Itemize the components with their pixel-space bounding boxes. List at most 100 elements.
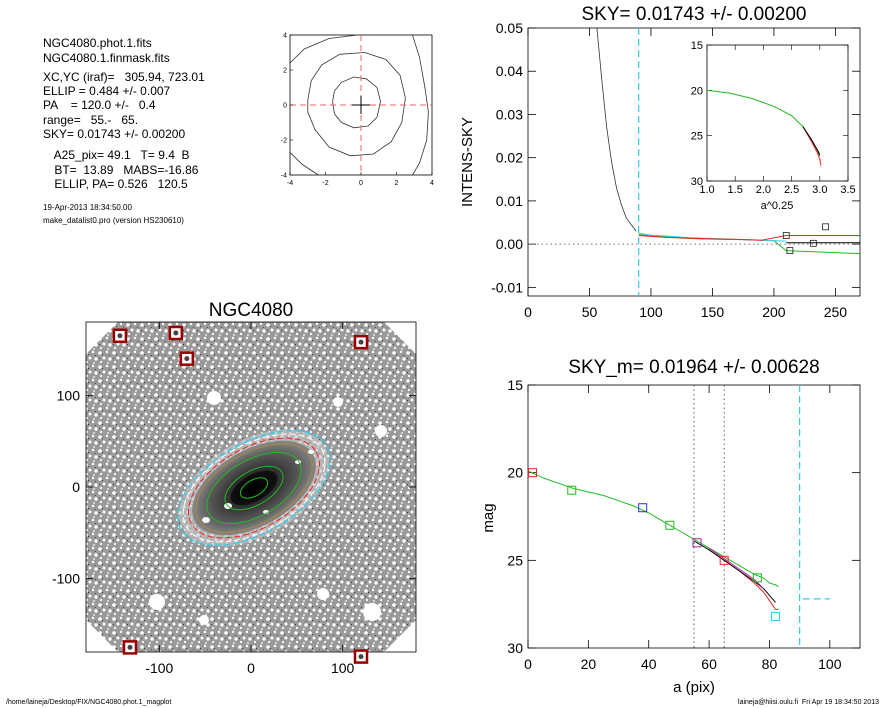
- sky-plot-content: -0.01 0.00 0.01 0.02 0.03 0.04 0.05 0 50 100 150 20…: [491, 20, 861, 320]
- image-title: NGC4080: [209, 300, 294, 321]
- isophote-ellipse-5: [188, 437, 320, 539]
- mag-plot-content: 15 20 25 300 20 40 60 80 100: [507, 377, 860, 672]
- sky-intensity-profile: [596, 27, 637, 232]
- inset-series-black: [802, 126, 821, 156]
- mag-marker: [665, 520, 675, 530]
- centering-ytick-label: 4: [283, 33, 287, 40]
- centering-contours: [289, 34, 432, 176]
- sky-ytick-label: 0.00: [496, 236, 523, 252]
- inset-frame: [706, 44, 849, 182]
- mag-plot-ylabel: mag: [480, 503, 497, 532]
- isophote-contour-3: [289, 34, 358, 64]
- masked-star: [358, 654, 364, 660]
- param-range: range= 55.- 65.: [43, 112, 139, 127]
- sky-plot-title: SKY= 0.01743 +/- 0.00200: [581, 4, 806, 25]
- mag-ytick-label: 20: [507, 465, 523, 481]
- isophote-contour-5: [289, 152, 319, 176]
- filename-phot: NGC4080.phot.1.fits: [43, 36, 152, 51]
- isophote-ellipse-7: [177, 430, 331, 546]
- mag-series-green: [527, 470, 779, 588]
- mag-ytick-label: 25: [507, 552, 523, 568]
- sky-ytick-label: 0.03: [496, 106, 523, 122]
- isophote-contour-2: [307, 52, 406, 157]
- inset-ytick-label: 25: [691, 131, 703, 143]
- sky-ytick-label: 0.01: [496, 193, 523, 209]
- inset-ytick-label: 20: [691, 85, 703, 97]
- centering-ytick-label: 2: [283, 68, 287, 75]
- inset-xtick-label: 1.5: [728, 184, 743, 196]
- inset-xtick-label: 1.0: [699, 184, 714, 196]
- inset-ytick-label: 15: [691, 40, 703, 52]
- derived-bt: BT= 13.89 MABS=-16.86: [51, 162, 199, 177]
- mag-marker: [770, 611, 780, 621]
- masked-star: [173, 330, 179, 336]
- centering-xtick-label: 4: [430, 180, 434, 187]
- param-sky: SKY= 0.01743 +/- 0.00200: [43, 127, 186, 142]
- isophote-ellipse-6: [182, 433, 326, 543]
- inset-xtick-label: 2.0: [756, 184, 771, 196]
- isophote-ellipse-1: [239, 477, 269, 499]
- inset-ytick-label: 30: [691, 176, 703, 188]
- sky-marker: [822, 223, 829, 231]
- image-overlay: -100 0 100 -100 0 100: [52, 322, 416, 676]
- centering-xtick-label: 0: [359, 180, 363, 187]
- isophote-contour-1: [332, 76, 381, 129]
- masked-star: [184, 356, 190, 362]
- sky-marker: [809, 239, 817, 247]
- mag-xtick-label: 20: [581, 656, 597, 672]
- centering-plot: -4 -2 0 2 4 -4 -2 0 2 4: [281, 33, 434, 188]
- isophote-ellipse-4: [195, 443, 313, 533]
- inset-xlabel: a^0.25: [761, 200, 794, 212]
- derived-a25: A25_pix= 49.1 T= 9.4 B: [51, 148, 190, 163]
- inset-series-red: [802, 126, 822, 166]
- param-center: XC,YC (iraf)= 305.94, 723.01: [43, 69, 205, 84]
- centering-xtick-label: -4: [287, 180, 293, 187]
- sky-plot-frame: [527, 27, 861, 297]
- footer-path: /home/laineja/Desktop/FIX/NGC4080.phot.1…: [6, 699, 172, 706]
- sky-ytick-label: 0.04: [496, 63, 523, 79]
- mag-plot-xlabel: a (pix): [673, 679, 715, 696]
- mag-ytick-label: 30: [507, 640, 523, 656]
- timestamp: 19-Apr-2013 18:34:50.00: [43, 203, 132, 213]
- sky-xtick-label: 0: [524, 304, 532, 320]
- inset-plot: a^0.25 15 20 25 301.0 1.5 2.0 2.5 3.0 3.5: [691, 40, 856, 212]
- sky-plot-ylabel: INTENS-SKY: [459, 117, 476, 207]
- mag-series-red: [708, 549, 779, 610]
- param-pa: PA = 120.0 +/- 0.4: [43, 98, 156, 113]
- mag-xtick-label: 40: [641, 656, 657, 672]
- param-ellip: ELLIP = 0.484 +/- 0.007: [43, 84, 171, 99]
- sky-marker: [786, 247, 794, 254]
- mag-marker: [567, 485, 577, 495]
- mag-ytick-label: 15: [507, 377, 523, 393]
- sky-xtick-label: 150: [701, 304, 725, 320]
- image-xtick-label: -100: [145, 660, 173, 676]
- sky-marker: [782, 232, 790, 239]
- sky-ytick-label: 0.02: [496, 150, 523, 166]
- mag-marker: [752, 573, 762, 583]
- masked-star: [127, 644, 133, 650]
- image-ytick-label: 0: [72, 479, 80, 495]
- mag-marker: [692, 538, 702, 548]
- mag-plot-title: SKY_m= 0.01964 +/- 0.00628: [568, 357, 819, 378]
- mag-xtick-label: 100: [818, 656, 842, 672]
- sky-xtick-label: 250: [824, 304, 848, 320]
- centering-ytick-label: -4: [281, 173, 287, 180]
- image-xtick-label: 0: [247, 660, 255, 676]
- mag-xtick-label: 0: [524, 656, 532, 672]
- mag-marker: [719, 555, 729, 565]
- sky-plot: SKY= 0.01743 +/- 0.00200 INTENS-SKY -0.0…: [459, 4, 861, 320]
- isophote-ellipse-3: [206, 451, 302, 525]
- galaxy-image-plot: NGC4080 -100 0 100 -100 0 100: [52, 300, 417, 676]
- info-block: NGC4080.phot.1.fits NGC4080.1.finmask.fit…: [43, 22, 205, 256]
- derived-ellip-pa: ELLIP, PA= 0.526 120.5: [51, 176, 188, 191]
- masked-star: [117, 333, 123, 339]
- image-ytick-label: 100: [57, 387, 81, 403]
- filename-mask: NGC4080.1.finmask.fits: [43, 50, 170, 65]
- sky-series-red: [638, 235, 860, 241]
- sky-xtick-label: 50: [582, 304, 598, 320]
- centering-ticks: -4 -2 0 2 4 -4 -2 0 2 4: [281, 33, 434, 188]
- footer-user-date: laineja@hiisi.oulu.fi Fri Apr 19 18:34:5…: [738, 699, 879, 706]
- sky-xtick-label: 200: [762, 304, 786, 320]
